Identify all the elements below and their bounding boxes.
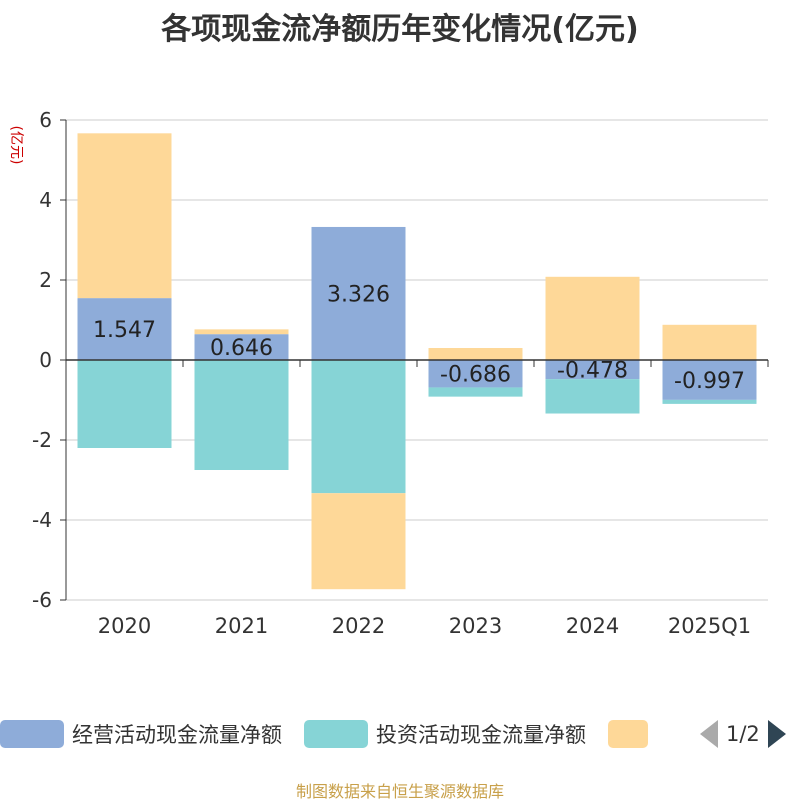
- x-tick-label: 2020: [98, 614, 151, 638]
- legend-label-investing: 投资活动现金流量净额: [376, 723, 586, 747]
- bar-third: [428, 348, 523, 360]
- x-tick-label: 2022: [332, 614, 385, 638]
- x-tick-label: 2023: [449, 614, 502, 638]
- x-tick-label: 2024: [566, 614, 619, 638]
- bar-investing: [545, 379, 640, 414]
- y-tick-label: 2: [39, 268, 52, 292]
- data-source-footer: 制图数据来自恒生聚源数据库: [295, 782, 504, 801]
- chart-title: 各项现金流净额历年变化情况(亿元): [161, 12, 639, 47]
- legend-item-operating[interactable]: 经营活动现金流量净额: [0, 719, 282, 749]
- legend-prev-icon[interactable]: [700, 720, 718, 748]
- bar-investing: [428, 387, 523, 397]
- x-tick-label: 2025Q1: [668, 614, 751, 638]
- legend-next-icon[interactable]: [767, 720, 786, 748]
- y-tick-label: -4: [32, 508, 52, 532]
- bar-investing: [311, 360, 406, 494]
- bar-investing: [77, 360, 172, 448]
- y-tick-label: 6: [39, 108, 52, 132]
- legend-label-operating: 经营活动现金流量净额: [72, 723, 282, 747]
- bar-operating: [662, 360, 757, 400]
- y-tick-label: -6: [32, 588, 52, 612]
- y-tick-label: 4: [39, 188, 52, 212]
- bar-investing: [194, 360, 289, 470]
- bar-third: [545, 276, 640, 360]
- bar-investing: [662, 399, 757, 404]
- y-tick-label: -2: [32, 428, 52, 452]
- data-label: 1.547: [93, 318, 156, 343]
- bar-third: [194, 329, 289, 335]
- bar-third: [77, 133, 172, 299]
- legend-pager: 1/2: [700, 716, 786, 752]
- y-axis-title: (亿元): [8, 126, 24, 165]
- legend-swatch-operating: [0, 720, 64, 748]
- bar-operating: [545, 360, 640, 380]
- legend: 经营活动现金流量净额 投资活动现金流量净额: [0, 716, 678, 752]
- bar-third: [311, 493, 406, 590]
- bar-operating: [311, 226, 406, 360]
- data-label: -0.686: [440, 363, 511, 388]
- bar-third: [662, 324, 757, 360]
- legend-item-third[interactable]: [608, 720, 656, 748]
- y-tick-label: 0: [39, 348, 52, 372]
- x-tick-label: 2021: [215, 614, 268, 638]
- bar-operating: [428, 360, 523, 388]
- legend-item-investing[interactable]: 投资活动现金流量净额: [304, 719, 586, 749]
- data-label: -0.997: [674, 369, 745, 394]
- data-label: 0.646: [210, 336, 273, 361]
- data-label: 3.326: [327, 282, 390, 307]
- legend-page-indicator: 1/2: [726, 722, 760, 746]
- legend-swatch-third: [608, 720, 648, 748]
- bar-operating: [77, 298, 172, 360]
- bar-operating: [194, 334, 289, 360]
- legend-swatch-investing: [304, 720, 368, 748]
- data-label: -0.478: [557, 359, 628, 384]
